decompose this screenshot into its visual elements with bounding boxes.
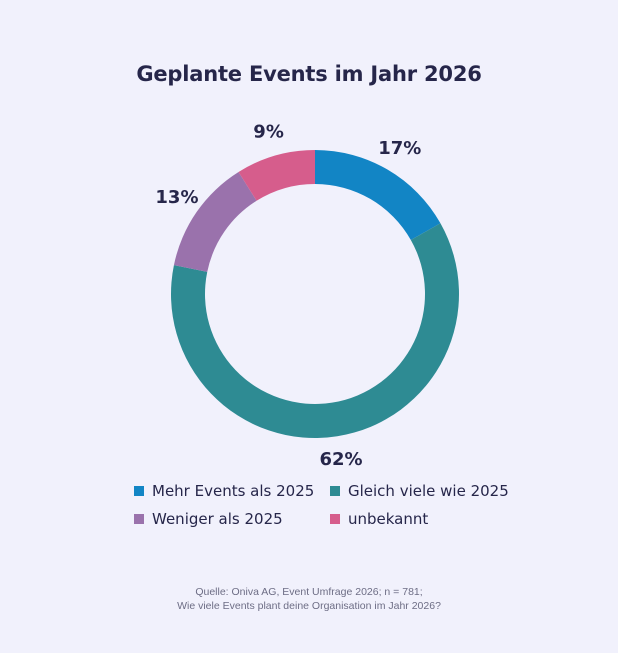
donut-slice-gleich-viele	[170, 223, 459, 438]
chart-legend: Mehr Events als 2025 Gleich viele wie 20…	[134, 482, 554, 528]
donut-slice-mehr-events	[315, 150, 441, 240]
legend-label-weniger: Weniger als 2025	[152, 510, 283, 528]
legend-swatch-mehr-events	[134, 486, 144, 496]
chart-title: Geplante Events im Jahr 2026	[136, 62, 482, 86]
source-note: Quelle: Oniva AG, Event Umfrage 2026; n …	[0, 585, 618, 613]
donut-chart: 17% 62% 13% 9%	[155, 122, 459, 470]
legend-item-weniger: Weniger als 2025	[134, 510, 330, 528]
legend-label-mehr-events: Mehr Events als 2025	[152, 482, 315, 500]
legend-label-gleich-viele: Gleich viele wie 2025	[348, 482, 509, 500]
data-label-weniger: 13%	[155, 187, 198, 208]
legend-swatch-weniger	[134, 514, 144, 524]
legend-swatch-unbekannt	[330, 514, 340, 524]
donut-slice-weniger	[173, 171, 257, 272]
data-label-mehr-events: 17%	[378, 138, 421, 159]
source-line-2: Wie viele Events plant deine Organisatio…	[177, 600, 441, 612]
data-label-gleich-viele: 62%	[319, 449, 362, 470]
legend-item-gleich-viele: Gleich viele wie 2025	[330, 482, 550, 500]
source-line-1: Quelle: Oniva AG, Event Umfrage 2026; n …	[195, 586, 423, 598]
legend-item-unbekannt: unbekannt	[330, 510, 550, 528]
legend-item-mehr-events: Mehr Events als 2025	[134, 482, 330, 500]
legend-label-unbekannt: unbekannt	[348, 510, 429, 528]
data-label-unbekannt: 9%	[253, 122, 284, 143]
donut-slice-unbekannt	[238, 150, 315, 201]
legend-swatch-gleich-viele	[330, 486, 340, 496]
